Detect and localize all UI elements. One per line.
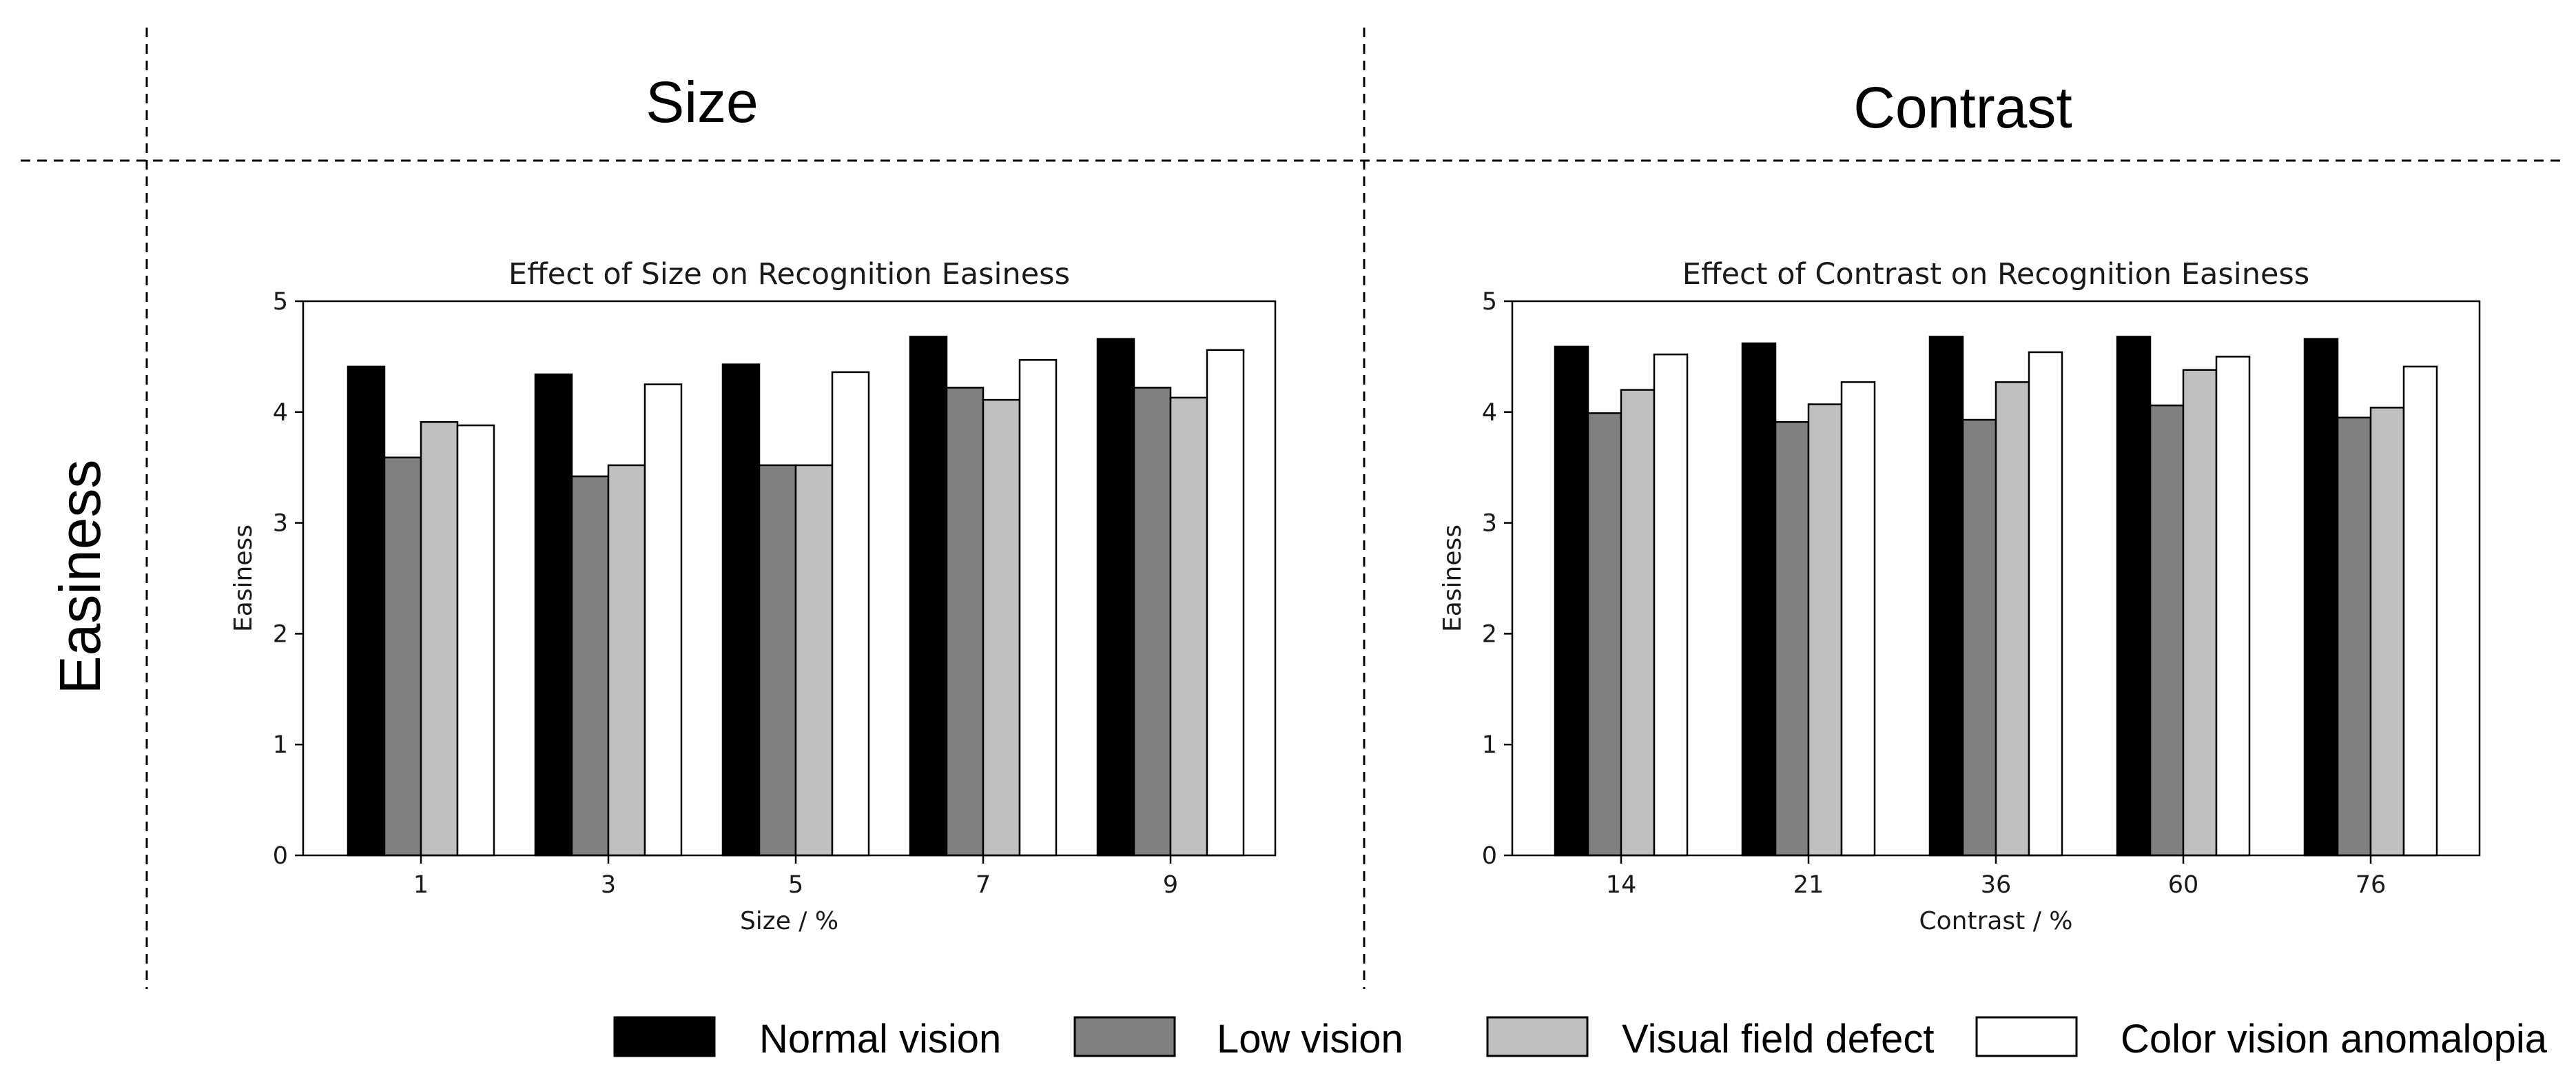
plot-frame <box>302 300 1277 857</box>
bar-color-vision-anomalopia-1 <box>456 424 495 857</box>
legend-swatch-visual-field-defect <box>1486 1016 1589 1057</box>
x-tick-label: 7 <box>976 871 991 899</box>
contrast-chart: 0 1 2 3 4 5 14 21 36 60 76 Effect of Contrast on Re… <box>1439 257 2481 935</box>
bar-normal-vision-14 <box>1554 345 1589 857</box>
y-tick-label: 2 <box>1482 620 1497 648</box>
bar-visual-field-defect-3 <box>607 464 646 857</box>
easiness-row-header: Easiness <box>48 460 112 695</box>
legend-swatch-low-vision <box>1073 1016 1176 1057</box>
y-tick-label: 3 <box>273 510 288 538</box>
bar-visual-field-defect-14 <box>1620 389 1656 857</box>
bar-low-vision-1 <box>383 456 422 857</box>
bar-low-vision-76 <box>2336 416 2372 857</box>
bar-normal-vision-3 <box>534 373 573 857</box>
bar-low-vision-36 <box>1961 418 1997 857</box>
legend-label-low-vision: Low vision <box>1217 1017 1403 1061</box>
bar-visual-field-defect-1 <box>420 421 459 857</box>
y-tick-label: 1 <box>1482 731 1497 759</box>
bar-normal-vision-76 <box>2303 338 2339 857</box>
contrast-header: Contrast <box>1853 75 2072 140</box>
bar-color-vision-anomalopia-76 <box>2402 365 2438 857</box>
bar-low-vision-60 <box>2149 404 2185 857</box>
y-tick-label: 3 <box>1482 510 1497 538</box>
bar-low-vision-5 <box>758 464 797 857</box>
bar-low-vision-9 <box>1133 387 1172 857</box>
bar-color-vision-anomalopia-36 <box>2028 351 2063 857</box>
size-chart: 0 1 2 3 4 5 1 3 5 7 9 Effect of Size on Recognition… <box>229 257 1277 935</box>
y-tick-label: 0 <box>1482 842 1497 870</box>
bar-color-vision-anomalopia-3 <box>643 383 683 857</box>
bar-color-vision-anomalopia-60 <box>2215 356 2251 857</box>
bar-color-vision-anomalopia-7 <box>1018 358 1058 857</box>
bar-visual-field-defect-9 <box>1169 396 1208 857</box>
y-tick-label: 4 <box>273 399 288 427</box>
bar-normal-vision-9 <box>1096 338 1135 857</box>
x-tick-label: 5 <box>788 871 803 899</box>
bar-color-vision-anomalopia-5 <box>831 371 870 857</box>
bar-visual-field-defect-36 <box>1995 381 2030 857</box>
legend: Normal vision Low vision Visual field de… <box>613 1016 2548 1061</box>
bar-color-vision-anomalopia-21 <box>1840 381 1876 857</box>
bar-low-vision-21 <box>1774 421 1810 857</box>
bar-low-vision-7 <box>945 387 985 857</box>
x-axis-label: Contrast / % <box>1919 907 2072 935</box>
bar-visual-field-defect-76 <box>2369 407 2405 857</box>
bar-normal-vision-60 <box>2116 336 2152 857</box>
x-tick-label: 14 <box>1606 871 1637 899</box>
x-tick-label: 60 <box>2168 871 2199 899</box>
y-tick-label: 5 <box>1482 288 1497 316</box>
legend-swatch-normal-vision <box>613 1016 716 1057</box>
bar-visual-field-defect-21 <box>1807 403 1843 857</box>
y-tick-label: 1 <box>273 731 288 759</box>
chart-title: Effect of Size on Recognition Easiness <box>508 257 1070 292</box>
size-header: Size <box>646 70 758 134</box>
y-axis-label: Easiness <box>229 525 258 632</box>
chart-title: Effect of Contrast on Recognition Easine… <box>1682 257 2309 292</box>
y-tick-label: 5 <box>273 288 288 316</box>
bar-visual-field-defect-5 <box>794 464 834 857</box>
y-tick-label: 4 <box>1482 399 1497 427</box>
bar-normal-vision-36 <box>1928 336 1964 857</box>
x-tick-label: 3 <box>601 871 616 899</box>
x-tick-label: 36 <box>1981 871 2012 899</box>
bar-low-vision-14 <box>1587 412 1622 857</box>
x-tick-label: 1 <box>413 871 429 899</box>
x-tick-label: 21 <box>1793 871 1824 899</box>
legend-label-normal-vision: Normal vision <box>759 1017 1001 1061</box>
bar-normal-vision-7 <box>909 336 948 857</box>
x-tick-label: 76 <box>2356 871 2387 899</box>
x-tick-label: 9 <box>1163 871 1178 899</box>
bar-normal-vision-21 <box>1741 342 1777 857</box>
bar-low-vision-3 <box>570 475 610 857</box>
bar-visual-field-defect-7 <box>982 398 1021 857</box>
bar-color-vision-anomalopia-9 <box>1206 349 1245 857</box>
y-axis-label: Easiness <box>1439 525 1467 632</box>
bar-visual-field-defect-60 <box>2182 369 2218 857</box>
legend-label-color-vision-anomalopia: Color vision anomalopia <box>2121 1017 2548 1061</box>
x-axis-label: Size / % <box>740 907 838 935</box>
legend-swatch-color-vision-anomalopia <box>1975 1016 2078 1057</box>
y-tick-label: 2 <box>273 620 288 648</box>
y-tick-label: 0 <box>273 842 288 870</box>
bar-color-vision-anomalopia-14 <box>1653 353 1689 857</box>
bar-normal-vision-5 <box>721 363 761 857</box>
bar-normal-vision-1 <box>347 365 386 857</box>
legend-label-visual-field-defect: Visual field defect <box>1622 1017 1935 1061</box>
